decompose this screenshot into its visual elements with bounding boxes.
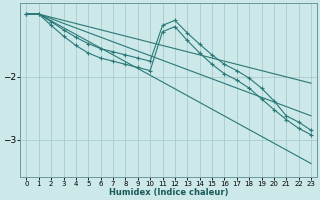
X-axis label: Humidex (Indice chaleur): Humidex (Indice chaleur) bbox=[109, 188, 228, 197]
